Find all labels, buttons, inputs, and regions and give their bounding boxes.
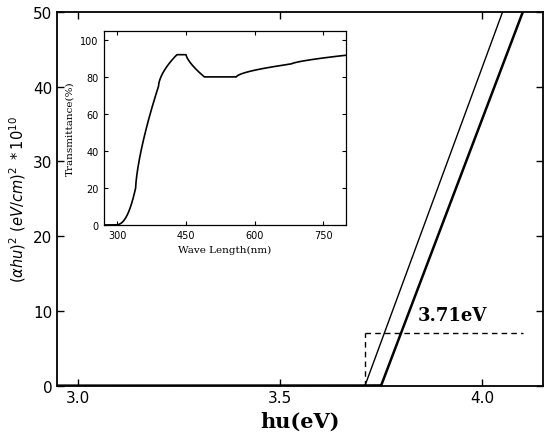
Text: 3.71eV: 3.71eV — [417, 307, 487, 325]
X-axis label: hu(eV): hu(eV) — [261, 411, 340, 431]
Y-axis label: $(\alpha hu)^2\ (eV/cm)^2\ *10^{10}$: $(\alpha hu)^2\ (eV/cm)^2\ *10^{10}$ — [7, 116, 28, 283]
